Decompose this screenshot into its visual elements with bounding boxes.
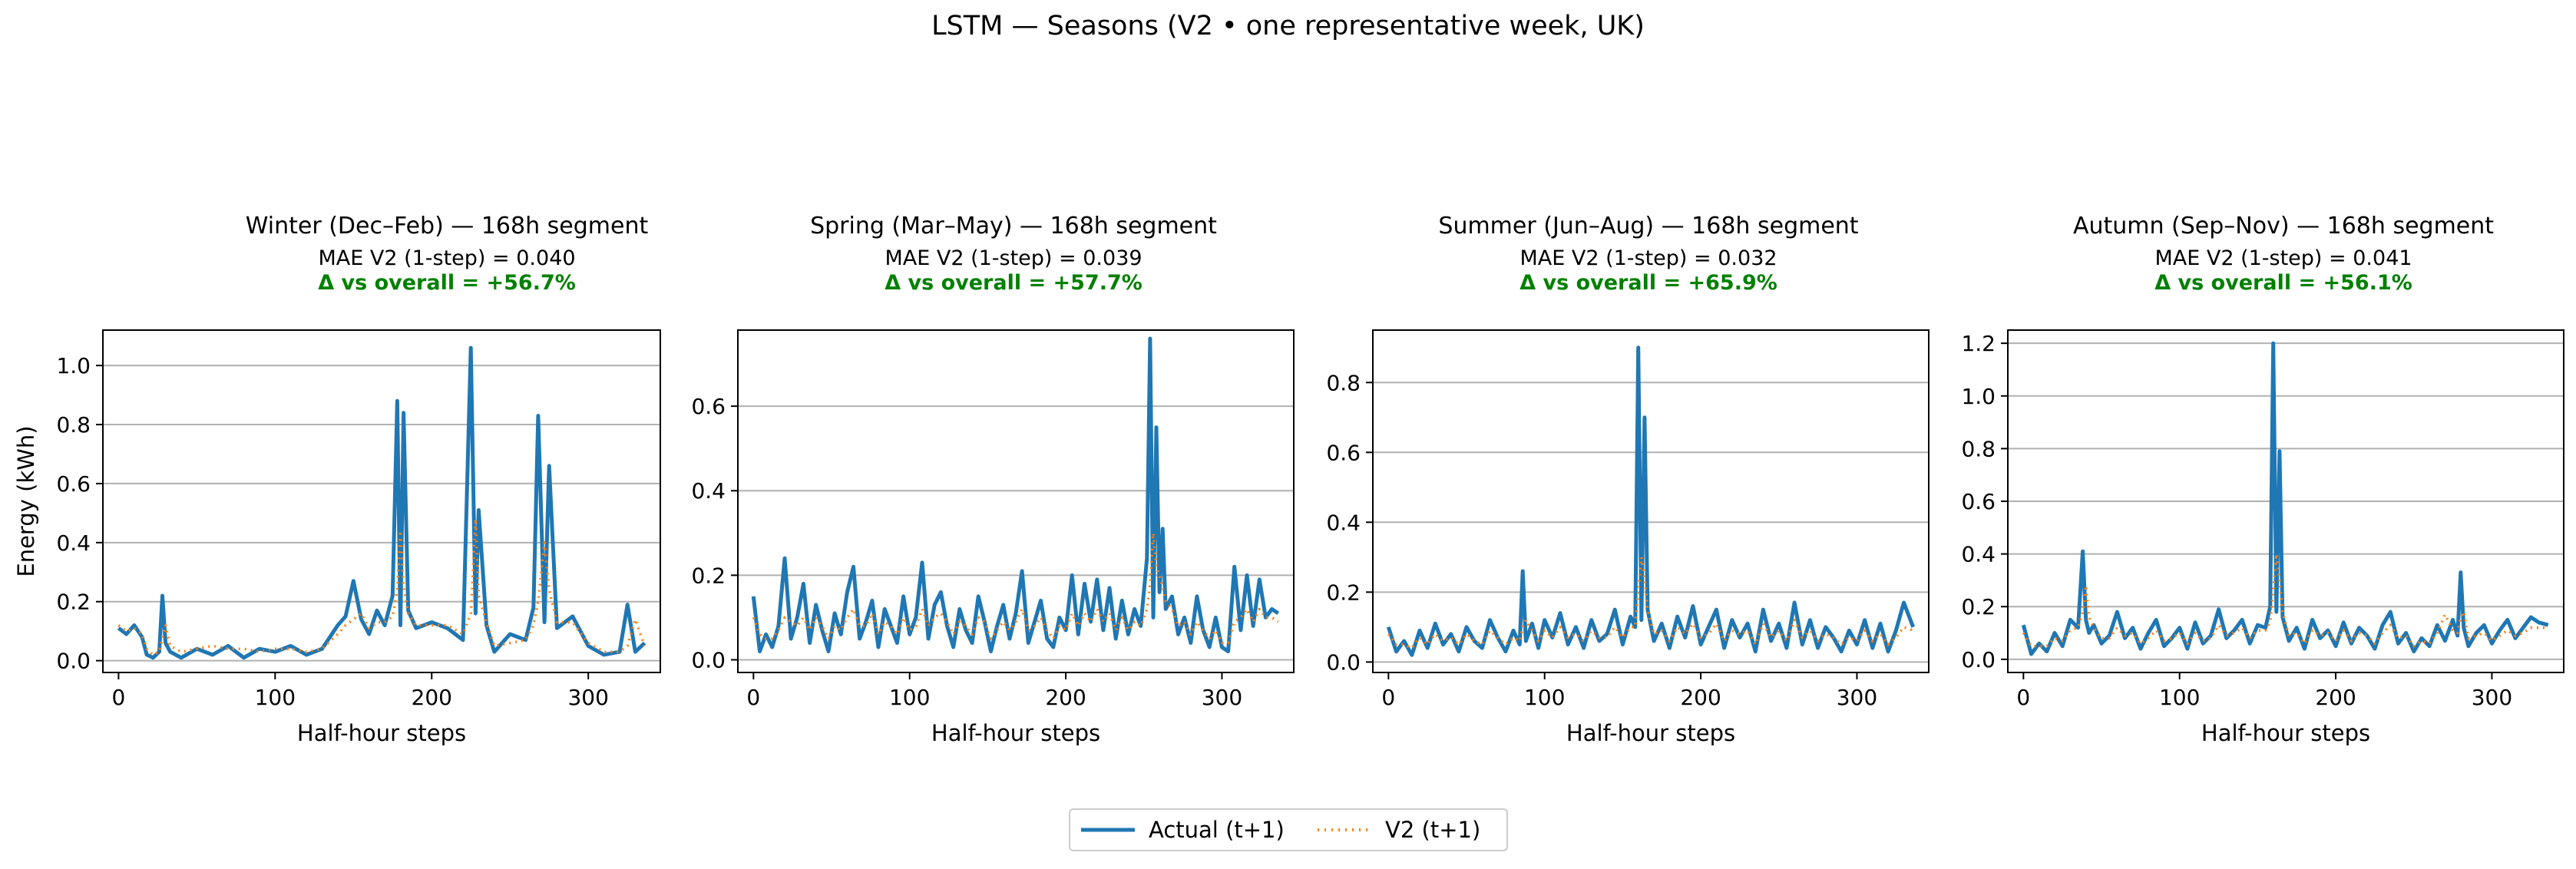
mae-label: MAE V2 (1-step) = 0.039	[885, 246, 1143, 270]
y-tick-label: 0.8	[1326, 370, 1361, 395]
x-tick-label: 0	[1381, 685, 1395, 710]
x-tick-label: 0	[2016, 685, 2030, 710]
x-axis-label: Half-hour steps	[931, 720, 1100, 746]
legend-label-actual: Actual (t+1)	[1149, 817, 1285, 843]
series-line-v2	[1387, 556, 1914, 649]
y-tick-label: 0.0	[691, 647, 726, 672]
y-tick-label: 0.6	[691, 394, 726, 419]
x-tick-label: 300	[1837, 685, 1877, 710]
x-tick-label: 100	[255, 685, 296, 710]
mae-label: MAE V2 (1-step) = 0.041	[2154, 246, 2412, 270]
legend-label-v2: V2 (t+1)	[1385, 817, 1481, 843]
y-tick-label: 0.2	[691, 563, 726, 588]
plot-frame	[1372, 329, 1930, 673]
series-line-v2	[752, 531, 1279, 645]
x-tick-label: 100	[1524, 685, 1565, 710]
y-tick-label: 1.0	[1961, 384, 1996, 409]
y-tick-label: 0.2	[1326, 580, 1361, 605]
delta-label: Δ vs overall = +57.7%	[885, 271, 1143, 295]
legend-line-actual	[1081, 828, 1135, 832]
y-tick-label: 1.2	[1961, 331, 1996, 356]
y-tick-label: 1.0	[56, 353, 91, 378]
series-line-actual	[751, 336, 1280, 653]
chart-panel-2: 0.0 0.2 0.4 0.6 0.8 0 100 200 300 Half-hour steps	[1326, 329, 1930, 746]
x-tick-label: 200	[1680, 685, 1721, 710]
legend: Actual (t+1) V2 (t+1)	[1069, 808, 1508, 851]
x-tick-label: 200	[1045, 685, 1086, 710]
x-tick-label: 0	[111, 685, 125, 710]
series-line-actual	[1386, 345, 1916, 657]
x-tick-label: 100	[889, 685, 930, 710]
y-tick-label: 0.4	[1326, 510, 1361, 535]
chart-panel-1: 0.0 0.2 0.4 0.6 0 100 200 300 Half-hour steps	[691, 329, 1295, 746]
delta-label: Δ vs overall = +56.7%	[318, 271, 576, 295]
x-tick-label: 0	[746, 685, 760, 710]
panel-title: Winter (Dec–Feb) — 168h segment	[245, 213, 649, 240]
y-tick-label: 0.0	[1326, 649, 1361, 675]
y-tick-label: 0.0	[56, 649, 91, 674]
x-axis-label: Half-hour steps	[1566, 720, 1735, 746]
plot-frame	[102, 329, 661, 673]
y-tick-label: 0.8	[56, 412, 91, 438]
y-tick-label: 0.2	[56, 590, 91, 615]
y-tick-label: 0.6	[56, 471, 91, 497]
series-line-v2	[2022, 552, 2548, 648]
x-axis-label: Half-hour steps	[2201, 720, 2370, 746]
legend-line-v2	[1318, 828, 1371, 831]
y-tick-label: 0.4	[56, 530, 91, 556]
y-tick-label: 0.6	[1326, 440, 1361, 465]
mae-label: MAE V2 (1-step) = 0.032	[1519, 246, 1777, 270]
y-tick-label: 0.4	[691, 478, 726, 504]
y-axis-label: Energy (kWh)	[13, 425, 39, 577]
y-tick-label: 0.8	[1961, 436, 1996, 461]
y-tick-label: 0.6	[1961, 489, 1996, 514]
figure-title: LSTM — Seasons (V2 • one representative …	[931, 11, 1645, 41]
x-tick-label: 100	[2159, 685, 2200, 710]
mae-label: MAE V2 (1-step) = 0.040	[318, 246, 576, 270]
series-line-actual	[117, 345, 646, 660]
y-tick-label: 0.4	[1961, 542, 1996, 567]
chart-panel-3: 0.0 0.2 0.4 0.6 0.8 1.0 1.2 0 100 200 300 Half-hour…	[1961, 329, 2564, 746]
x-tick-label: 300	[1202, 685, 1242, 710]
series-line-actual	[2021, 341, 2549, 656]
y-tick-label: 0.2	[1961, 594, 1996, 620]
legend-entry-v2: V2 (t+1)	[1318, 810, 1480, 850]
plot-frame	[737, 329, 1295, 673]
delta-label: Δ vs overall = +65.9%	[1519, 271, 1777, 295]
x-tick-label: 300	[567, 685, 608, 710]
panel-title: Summer (Jun–Aug) — 168h segment	[1438, 213, 1859, 240]
x-axis-label: Half-hour steps	[297, 720, 466, 746]
series-line-v2	[117, 517, 646, 656]
panel-title: Autumn (Sep–Nov) — 168h segment	[2072, 213, 2495, 240]
legend-entry-actual: Actual (t+1)	[1081, 810, 1285, 850]
x-tick-label: 200	[412, 685, 452, 710]
y-tick-label: 0.0	[1961, 647, 1996, 672]
x-tick-label: 300	[2472, 685, 2512, 710]
x-tick-label: 200	[2315, 685, 2356, 710]
chart-panel-0: 0.0 0.2 0.4 0.6 0.8 1.0 0 100 200 300 Half-hour st…	[13, 329, 661, 746]
panel-title: Spring (Mar–May) — 168h segment	[810, 213, 1217, 240]
delta-label: Δ vs overall = +56.1%	[2154, 271, 2412, 295]
